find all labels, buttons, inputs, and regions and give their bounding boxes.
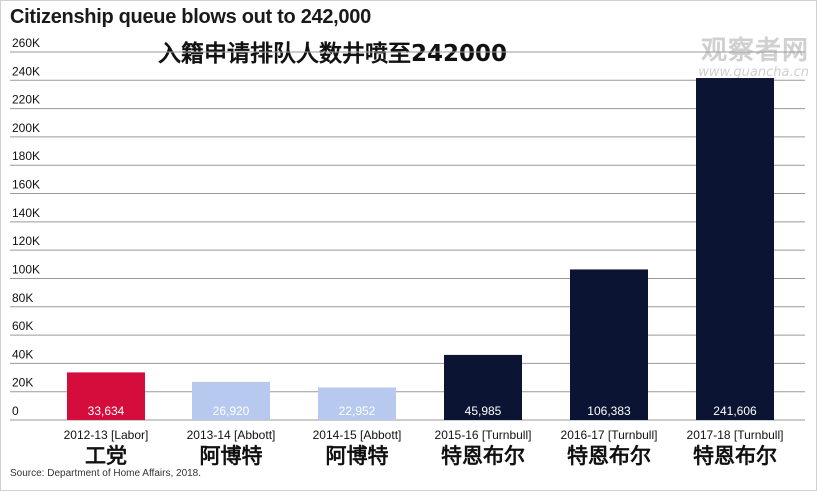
bar-value-label: 45,985 [465,404,502,418]
bar-value-label: 22,952 [339,404,376,418]
y-tick-label: 200K [12,121,40,135]
bar [570,269,648,420]
y-tick-label: 260K [12,36,40,50]
y-tick-label: 180K [12,149,40,163]
x-tick-label-cn: 阿博特 [200,444,263,468]
chart-title: Citizenship queue blows out to 242,000 [10,6,371,28]
chart-subtitle-cn: 入籍申请排队人数井喷至242000 [158,41,508,67]
x-tick-label-cn: 阿博特 [326,444,389,468]
y-tick-label: 140K [12,206,40,220]
x-tick-label: 2017-18 [Turnbull] [687,428,784,442]
bar-value-label: 26,920 [213,404,250,418]
y-tick-label: 0 [12,404,19,418]
x-tick-label: 2016-17 [Turnbull] [561,428,658,442]
y-tick-label: 220K [12,93,40,107]
x-tick-label: 2013-14 [Abbott] [187,428,276,442]
y-tick-label: 60K [12,319,33,333]
watermark-url: www.guancha.cn [698,65,809,80]
bar [67,372,145,420]
y-tick-label: 80K [12,291,33,305]
bar-value-label: 33,634 [88,404,125,418]
x-tick-label: 2012-13 [Labor] [64,428,149,442]
bar [192,381,270,420]
x-tick-label-cn: 特恩布尔 [441,444,525,468]
bar [696,78,774,421]
bar [444,354,522,420]
y-tick-label: 100K [12,262,40,276]
bar-value-label: 241,606 [713,404,757,418]
watermark: 观察者网 www.guancha.cn [698,30,809,80]
y-tick-label: 120K [12,234,40,248]
x-tick-label-cn: 工党 [85,444,127,468]
y-tick-label: 240K [12,64,40,78]
x-tick-label: 2015-16 [Turnbull] [435,428,532,442]
y-tick-label: 160K [12,178,40,192]
x-tick-label: 2014-15 [Abbott] [313,428,402,442]
bar [318,387,396,420]
x-tick-label-cn: 特恩布尔 [693,444,777,468]
x-tick-label-cn: 特恩布尔 [567,444,651,468]
y-tick-label: 20K [12,376,33,390]
watermark-text: 观察者网 [700,36,809,66]
source-note: Source: Department of Home Affairs, 2018… [10,468,202,479]
y-tick-label: 40K [12,347,33,361]
bar-value-label: 106,383 [587,404,631,418]
